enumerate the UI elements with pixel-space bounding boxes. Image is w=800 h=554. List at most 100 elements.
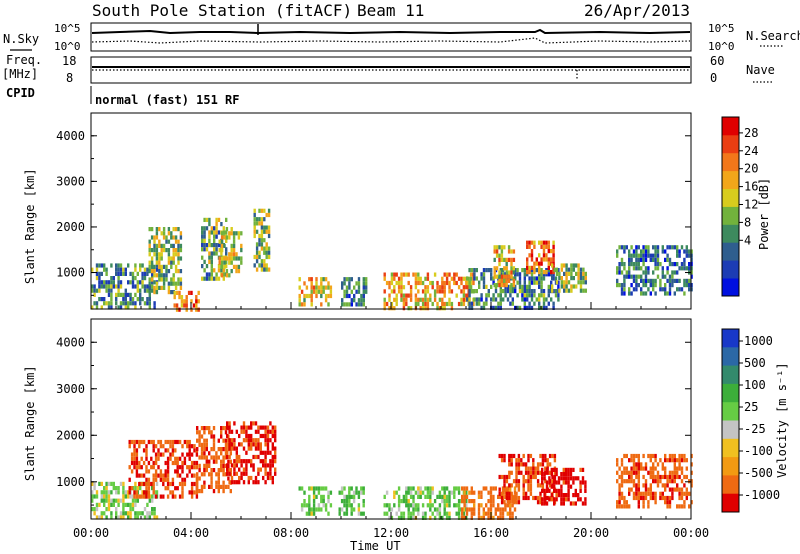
velocity-cell — [196, 447, 199, 452]
power-cell — [162, 243, 166, 248]
velocity-cell — [205, 459, 208, 464]
power-cell — [265, 225, 268, 230]
power-cell — [362, 293, 365, 299]
power-cell — [414, 293, 418, 298]
velocity-cell — [138, 465, 141, 470]
velocity-cell — [637, 474, 640, 480]
power-cell — [177, 239, 180, 244]
velocity-cell — [212, 442, 216, 447]
power-cell — [343, 289, 346, 294]
velocity-cell — [122, 481, 125, 486]
velocity-cell — [532, 462, 535, 467]
power-cell — [666, 270, 669, 275]
power-cell — [153, 285, 156, 290]
velocity-cell — [546, 495, 549, 501]
power-cell — [644, 245, 648, 250]
power-cell — [235, 252, 238, 257]
velocity-cell — [152, 439, 155, 445]
power-cell — [475, 297, 478, 302]
velocity-cell — [500, 458, 504, 463]
velocity-cell — [468, 507, 471, 512]
power-cell — [148, 290, 151, 295]
power-cell — [468, 268, 471, 273]
power-cell — [654, 278, 657, 283]
velocity-cell — [257, 429, 260, 434]
ytick-label: 2000 — [56, 428, 85, 442]
power-cell — [260, 229, 264, 234]
power-cell — [448, 285, 451, 290]
velocity-cell — [572, 476, 575, 481]
velocity-cell — [637, 487, 640, 492]
power-cell — [688, 253, 691, 258]
velocity-cell — [212, 426, 216, 431]
velocity-cell — [317, 490, 321, 495]
power-cell — [467, 276, 470, 281]
power-cell — [203, 238, 206, 243]
velocity-cell — [494, 507, 497, 512]
velocity-cell — [117, 490, 120, 495]
velocity-cell — [635, 491, 638, 496]
power-cell — [265, 212, 268, 218]
velocity-cell — [414, 507, 418, 512]
velocity-cell — [685, 466, 688, 471]
velocity-cell — [119, 511, 123, 516]
velocity-cell — [222, 438, 225, 443]
power-cell — [253, 225, 256, 230]
power-cell — [177, 248, 180, 253]
power-cell — [148, 248, 151, 253]
velocity-cell — [567, 484, 570, 489]
velocity-cell — [431, 490, 434, 495]
velocity-cell — [147, 481, 151, 487]
velocity-cell — [656, 474, 660, 480]
velocity-cell — [453, 503, 456, 508]
power-cell — [538, 270, 541, 275]
power-cell — [177, 256, 180, 261]
velocity-cell — [659, 491, 662, 496]
power-cell — [480, 305, 483, 310]
velocity-cell — [217, 468, 220, 473]
power-cell — [201, 234, 204, 239]
power-cell — [213, 268, 216, 273]
velocity-cell — [198, 463, 201, 468]
velocity-cell — [252, 480, 255, 485]
velocity-cell — [247, 480, 250, 485]
power-cell — [503, 266, 506, 271]
power-cell — [230, 269, 233, 274]
velocity-cell — [429, 515, 432, 520]
power-cell — [153, 252, 156, 257]
power-cell — [124, 305, 127, 310]
power-cell — [240, 231, 243, 236]
power-cell — [528, 253, 531, 258]
power-cell — [260, 246, 264, 251]
power-cell — [417, 301, 420, 307]
velocity-cell — [461, 511, 464, 516]
power-cell — [547, 265, 550, 270]
power-cell — [165, 269, 168, 274]
power-cell — [230, 248, 233, 253]
power-cell — [160, 252, 163, 257]
velocity-cell — [93, 507, 96, 512]
velocity-cell — [683, 458, 686, 463]
power-cell — [141, 271, 144, 276]
power-cell — [160, 273, 163, 278]
power-cell — [115, 301, 118, 306]
velocity-cell — [524, 462, 528, 467]
power-cell — [448, 297, 451, 302]
velocity-cell — [215, 472, 218, 477]
velocity-cell — [462, 511, 466, 516]
power-cell — [511, 301, 514, 306]
velocity-cell — [100, 494, 103, 499]
power-cell — [172, 235, 175, 240]
power-cell — [495, 253, 499, 258]
velocity-cell — [656, 462, 660, 467]
power-cell — [455, 272, 458, 277]
velocity-cell — [654, 491, 657, 496]
velocity-cell — [577, 493, 580, 498]
velocity-cell — [463, 490, 466, 495]
velocity-cell — [226, 433, 229, 439]
power-cell — [656, 266, 660, 271]
velocity-cell — [145, 477, 148, 482]
power-cell — [322, 277, 325, 282]
velocity-cell — [145, 452, 148, 457]
velocity-cell — [119, 498, 123, 503]
